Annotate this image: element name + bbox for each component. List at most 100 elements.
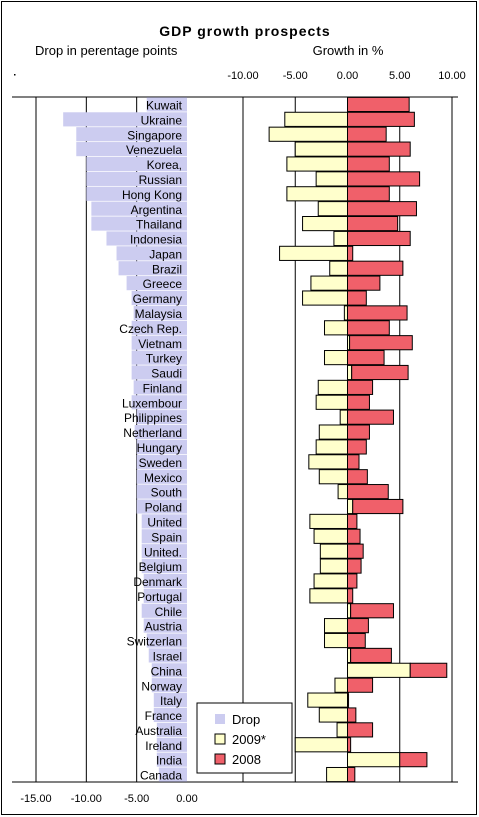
bar-2008 bbox=[347, 573, 358, 589]
category-label: France bbox=[145, 709, 183, 723]
drop-bar bbox=[143, 618, 187, 633]
bar-2009 bbox=[308, 454, 348, 470]
category-label: India bbox=[156, 754, 182, 768]
top-tick-label: 0.00 bbox=[337, 70, 358, 82]
bar-2008 bbox=[347, 543, 364, 559]
drop-bar bbox=[141, 544, 187, 559]
drop-bar bbox=[136, 484, 187, 499]
category-label: Argentina bbox=[131, 203, 183, 217]
bar-2009 bbox=[334, 677, 348, 693]
category-label: Finland bbox=[143, 381, 182, 395]
drop-bar bbox=[156, 722, 187, 737]
drop-bar bbox=[141, 603, 187, 618]
subtitle-right: Growth in % bbox=[313, 43, 384, 58]
bar-2008 bbox=[347, 558, 362, 574]
drop-bar bbox=[153, 693, 187, 708]
drop-bar bbox=[126, 276, 187, 291]
legend-swatch-2008 bbox=[214, 753, 226, 765]
drop-bar bbox=[133, 380, 187, 395]
category-label: Brazil bbox=[152, 262, 182, 276]
bottom-tick-label: -15.00 bbox=[20, 793, 51, 805]
drop-bar bbox=[141, 529, 187, 544]
drop-bar bbox=[131, 350, 187, 365]
drop-bar bbox=[134, 424, 187, 440]
bar-2009 bbox=[309, 513, 349, 529]
drop-bar bbox=[146, 97, 187, 112]
top-tick-label: -5.00 bbox=[283, 70, 308, 82]
category-label: Sweden bbox=[139, 456, 182, 470]
drop-bar bbox=[131, 365, 187, 380]
bottom-tick-label: -5.00 bbox=[124, 793, 149, 805]
bottom-axis-ticks: -15.00 -10.00 -5.00 0.00 bbox=[20, 793, 197, 805]
bar-2009 bbox=[294, 141, 348, 157]
bar-2008 bbox=[347, 677, 374, 693]
drop-bar bbox=[86, 186, 187, 201]
drop-bar bbox=[156, 752, 187, 767]
bar-2009 bbox=[318, 469, 349, 485]
legend-label-2008: 2008 bbox=[232, 752, 261, 767]
bar-2008 bbox=[347, 379, 374, 395]
drop-bar bbox=[143, 588, 187, 603]
category-label: Thailand bbox=[136, 218, 182, 232]
series-2009 bbox=[268, 111, 411, 783]
category-label: Australia bbox=[135, 724, 182, 738]
bar-2008 bbox=[347, 186, 390, 202]
drop-bar bbox=[148, 648, 187, 663]
legend-swatch-drop bbox=[215, 714, 225, 724]
drop-bar bbox=[158, 767, 187, 782]
category-label: Saudi bbox=[151, 367, 182, 381]
bar-2008 bbox=[347, 528, 361, 544]
bar-2008 bbox=[347, 632, 366, 649]
category-label: Philippines bbox=[124, 411, 182, 425]
category-label: Norway bbox=[141, 679, 182, 693]
bar-2009 bbox=[268, 126, 348, 142]
category-label: Netherland bbox=[123, 426, 182, 440]
bar-2009 bbox=[307, 692, 349, 708]
legend-box bbox=[196, 702, 293, 774]
bar-2009 bbox=[329, 260, 348, 276]
bar-2008 bbox=[347, 409, 394, 425]
drop-bar bbox=[86, 156, 187, 172]
bar-2008 bbox=[347, 588, 354, 604]
category-label: Mexico bbox=[144, 471, 182, 485]
top-axis-ticks: -10.00 -5.00 0.00 5.00 10.00 bbox=[227, 70, 465, 82]
category-label: Hong Kong bbox=[122, 188, 182, 202]
bar-2009 bbox=[309, 588, 349, 604]
bar-2009 bbox=[347, 364, 353, 381]
legend-label-drop: Drop bbox=[232, 712, 260, 727]
drop-bar bbox=[151, 663, 187, 678]
bar-2009 bbox=[286, 156, 349, 172]
bar-2008 bbox=[347, 350, 385, 366]
bar-2009 bbox=[302, 290, 349, 306]
legend: Drop 2009* 2008 bbox=[196, 702, 293, 774]
bar-2008 bbox=[347, 111, 415, 127]
drop-bar bbox=[136, 499, 187, 514]
drop-bar bbox=[156, 737, 187, 752]
bar-2009 bbox=[315, 394, 348, 410]
drop-bar bbox=[136, 439, 187, 455]
drop-bar bbox=[151, 678, 187, 693]
drop-bar bbox=[141, 559, 187, 574]
bar-2009 bbox=[317, 201, 348, 217]
drop-bar bbox=[131, 290, 187, 306]
bar-2008 bbox=[347, 141, 411, 157]
bar-2009 bbox=[286, 186, 349, 202]
bar-2009 bbox=[324, 618, 349, 634]
bar-2009 bbox=[337, 484, 349, 500]
bar-2008 bbox=[347, 320, 390, 336]
category-label: Kuwait bbox=[146, 99, 183, 113]
legend-swatch-2009 bbox=[214, 733, 226, 745]
category-label: Singapore bbox=[127, 128, 182, 142]
category-label: Turkey bbox=[146, 352, 182, 366]
category-label: Greece bbox=[143, 277, 183, 291]
bar-2009 bbox=[317, 379, 348, 395]
bar-2008 bbox=[347, 230, 411, 247]
bar-2008 bbox=[347, 305, 408, 321]
category-label: Poland bbox=[145, 501, 182, 515]
drop-bar bbox=[118, 261, 187, 276]
drop-bar bbox=[133, 305, 187, 320]
bar-2008 bbox=[347, 707, 357, 723]
bar-2008 bbox=[347, 722, 374, 738]
bar-2009 bbox=[302, 216, 349, 232]
